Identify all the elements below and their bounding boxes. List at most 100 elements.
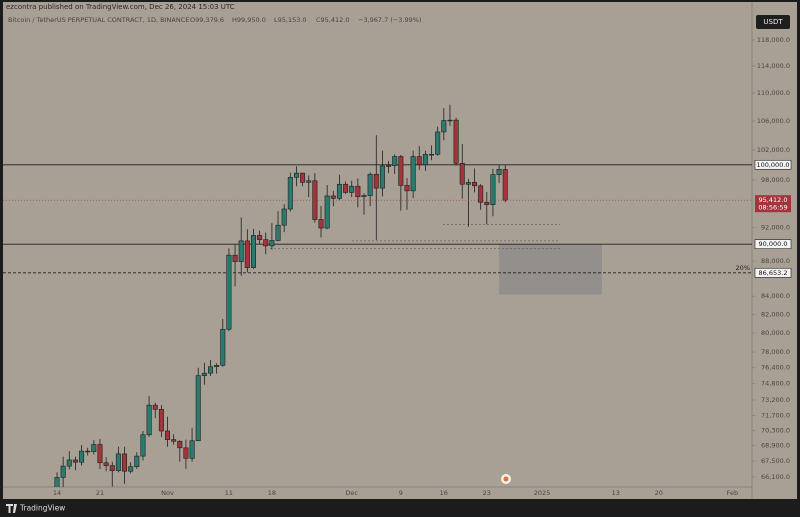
candle-body bbox=[263, 239, 269, 247]
x-tick-label: 18 bbox=[268, 489, 276, 497]
brand: TradingView bbox=[19, 504, 65, 513]
candle-body bbox=[355, 185, 361, 198]
y-tick-label: 78,000.0 bbox=[761, 348, 790, 356]
candle-body bbox=[189, 440, 195, 459]
candle-body bbox=[349, 185, 355, 193]
candle-body bbox=[336, 183, 342, 199]
candle-body bbox=[195, 375, 201, 442]
candle-body bbox=[134, 455, 140, 468]
y-tick-label: 68,900.0 bbox=[761, 442, 790, 450]
candle-body bbox=[330, 195, 336, 199]
x-tick-label: Dec bbox=[345, 489, 358, 497]
last-price-box bbox=[755, 195, 791, 213]
candle-body bbox=[85, 450, 91, 453]
candle-body bbox=[373, 173, 379, 189]
candle-body bbox=[275, 224, 281, 241]
zone bbox=[499, 244, 602, 295]
candle-body bbox=[459, 162, 465, 185]
y-tick-label: 80,000.0 bbox=[761, 329, 790, 337]
candle-body bbox=[496, 169, 502, 175]
candle-body bbox=[165, 430, 171, 440]
y-tick-label: 114,000.0 bbox=[757, 62, 790, 70]
currency-box[interactable] bbox=[756, 15, 790, 29]
candle-body bbox=[171, 439, 177, 442]
candle-body bbox=[158, 409, 164, 432]
candle-body bbox=[361, 195, 367, 198]
candle-body bbox=[465, 182, 471, 185]
candle-body bbox=[293, 172, 299, 178]
level-label: 90,000.0 bbox=[759, 240, 788, 248]
candle-body bbox=[152, 404, 158, 410]
y-tick-label: 76,400.0 bbox=[761, 364, 790, 372]
level-label-box bbox=[754, 239, 792, 250]
y-tick-label: 71,700.0 bbox=[761, 412, 790, 420]
candle-body bbox=[226, 254, 232, 330]
level-label-box bbox=[754, 159, 792, 170]
candle-body bbox=[220, 328, 226, 366]
x-tick-label: Feb bbox=[727, 489, 739, 497]
candle-body bbox=[281, 208, 287, 226]
candle-body bbox=[60, 465, 66, 478]
candle-body bbox=[115, 453, 121, 471]
candle-body bbox=[379, 165, 385, 189]
candle-body bbox=[398, 156, 404, 186]
candle-body bbox=[177, 440, 183, 449]
y-tick-label: 88,000.0 bbox=[761, 257, 790, 265]
candle-body bbox=[410, 156, 416, 192]
candle-body bbox=[72, 459, 78, 463]
level-label: 100,000.0 bbox=[756, 161, 789, 169]
candle-body bbox=[300, 172, 306, 183]
candle-body bbox=[103, 462, 109, 466]
candle-body bbox=[146, 404, 152, 436]
y-tick-label: 67,500.0 bbox=[761, 457, 790, 465]
candle-body bbox=[97, 444, 103, 464]
x-tick-label: 9 bbox=[399, 489, 403, 497]
candle-body bbox=[392, 156, 398, 166]
candle-body bbox=[324, 195, 330, 229]
x-tick-label: 14 bbox=[53, 489, 61, 497]
level-label: 86,653.2 bbox=[759, 269, 788, 277]
candle-body bbox=[441, 120, 447, 133]
candle-body bbox=[109, 465, 115, 471]
symbol: Bitcoin / TetherUS PERPETUAL CONTRACT, 1… bbox=[8, 16, 189, 24]
candle-body bbox=[66, 459, 72, 467]
candle-body bbox=[429, 153, 435, 156]
candle-body bbox=[306, 180, 312, 183]
candle-body bbox=[435, 131, 441, 155]
x-tick-label: 20 bbox=[655, 489, 663, 497]
candle-body bbox=[201, 372, 207, 376]
y-tick-label: 98,000.0 bbox=[761, 176, 790, 184]
x-tick-label: Nov bbox=[161, 489, 174, 497]
candle-body bbox=[386, 165, 392, 167]
candle-body bbox=[79, 450, 85, 463]
x-tick-label: 23 bbox=[483, 489, 491, 497]
y-tick-label: 92,000.0 bbox=[761, 224, 790, 232]
candle-body bbox=[122, 453, 128, 472]
candle-body bbox=[269, 240, 275, 247]
candle-body bbox=[502, 169, 508, 201]
y-tick-label: 102,000.0 bbox=[757, 146, 790, 154]
ohlc-legend: L95,153.0 bbox=[274, 16, 307, 24]
candle-body bbox=[214, 364, 220, 368]
y-tick-label: 70,300.0 bbox=[761, 426, 790, 434]
plot bbox=[3, 104, 752, 487]
candle-body bbox=[447, 119, 453, 122]
event-icon-dot bbox=[503, 476, 509, 482]
candle-body bbox=[312, 180, 318, 220]
candle-body bbox=[91, 444, 97, 452]
y-tick-label: 106,000.0 bbox=[757, 117, 790, 125]
candle-body bbox=[343, 183, 349, 193]
candle-body bbox=[232, 254, 238, 262]
last-price-label: 95,412.0 bbox=[759, 196, 788, 204]
footer bbox=[0, 499, 800, 517]
brand-logo bbox=[6, 504, 17, 513]
candle-body bbox=[140, 434, 146, 457]
candle-body bbox=[404, 185, 410, 192]
y-tick-label: 110,000.0 bbox=[757, 89, 790, 97]
candle-body bbox=[128, 466, 134, 472]
level-note: 20% bbox=[736, 264, 750, 272]
currency[interactable]: USDT bbox=[763, 18, 783, 26]
ohlc-legend: C95,412.0 bbox=[316, 16, 349, 24]
